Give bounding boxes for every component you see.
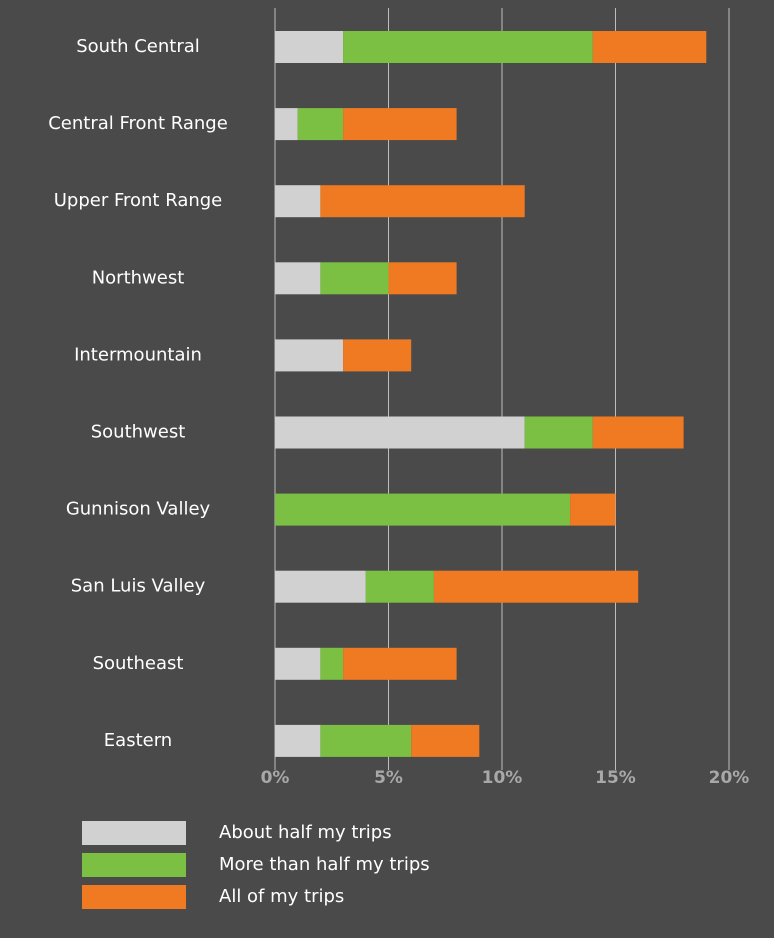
legend-swatch [82,853,186,877]
bar-segment [320,724,412,757]
legend-swatch [82,821,186,845]
bar-segment [275,416,525,449]
legend-label: About half my trips [219,822,392,843]
category-label: Upper Front Range [54,190,223,211]
category-label: South Central [76,36,200,57]
bar-segment [343,31,593,63]
bar-segment [275,724,321,757]
category-label: Southwest [91,422,186,443]
legend-label: More than half my trips [219,854,430,875]
legend-swatch [82,885,186,909]
category-label: Southeast [93,653,184,674]
x-tick-label: 20% [709,768,750,788]
category-label: Gunnison Valley [66,499,211,520]
bar-segment [388,262,457,295]
category-label: Northwest [92,267,185,288]
category-label: Intermountain [74,344,202,365]
bar-segment [433,570,639,603]
x-tick-label: 5% [374,768,403,788]
bar-segment [592,416,684,449]
bar-segment [411,724,480,757]
x-tick-label: 0% [261,768,290,788]
bar-segment [343,339,412,372]
bar-segment [275,108,298,141]
bar-segment [275,493,571,526]
bar-segment [275,262,321,295]
bar-segment [570,493,616,526]
bar-segment [275,570,366,603]
bar-segment [343,647,457,680]
bar-segment [320,262,389,295]
x-tick-label: 10% [482,768,523,788]
bar-segment [275,339,344,372]
bar-segment [275,647,321,680]
category-label: San Luis Valley [71,576,206,597]
bar-segment [275,185,321,218]
bar-segment [343,108,457,141]
category-label: Eastern [104,730,172,751]
legend-label: All of my trips [219,886,344,907]
bar-segment [297,108,344,141]
x-tick-label: 15% [595,768,636,788]
bar-segment [275,31,344,63]
bar-segment [592,31,707,63]
category-label: Central Front Range [48,113,228,134]
bar-segment [320,647,344,680]
bar-segment [365,570,434,603]
bar-segment [320,185,525,218]
bar-segment [524,416,593,449]
